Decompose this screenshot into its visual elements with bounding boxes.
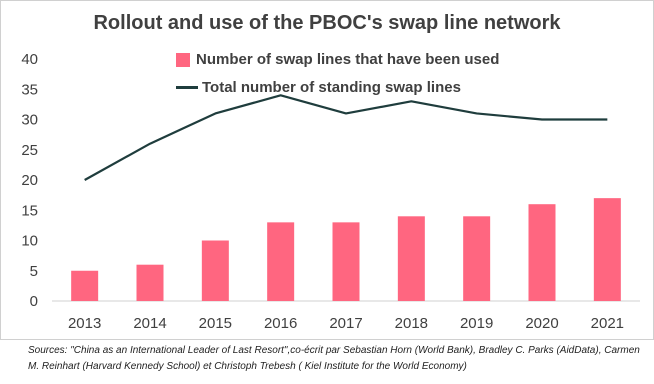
source-note: Sources: "China as an International Lead… (28, 345, 640, 372)
x-tick-label-2021: 2021 (591, 315, 624, 332)
bar-2018 (397, 216, 425, 301)
line-series-standing (84, 94, 608, 181)
legend-item-bars: Number of swap lines that have been used (176, 51, 499, 68)
bar-2017 (332, 222, 360, 301)
bar-2019 (463, 216, 491, 301)
y-tick-label-6: 30 (21, 112, 38, 129)
x-tick-label-2013: 2013 (68, 315, 101, 332)
y-tick-label-1: 5 (30, 263, 38, 280)
y-tick-label-7: 35 (21, 81, 38, 98)
y-tick-label-4: 20 (21, 172, 38, 189)
bar-2014 (136, 264, 164, 301)
y-tick-label-5: 25 (21, 142, 38, 159)
legend-swatch-line (176, 86, 198, 89)
x-tick-label-2015: 2015 (199, 315, 232, 332)
legend-swatch-bars (176, 52, 190, 67)
x-tick-label-2018: 2018 (395, 315, 428, 332)
bar-2020 (528, 204, 556, 301)
x-tick-label-2019: 2019 (460, 315, 493, 332)
chart-title: Rollout and use of the PBOC's swap line … (93, 12, 561, 34)
legend-label-bars: Number of swap lines that have been used (196, 51, 500, 68)
x-tick-label-2017: 2017 (329, 315, 362, 332)
y-tick-label-3: 15 (21, 202, 38, 219)
x-tick-label-2020: 2020 (525, 315, 558, 332)
swap-line-chart: 0 5 10 15 20 25 30 35 40 2013 2014 2015 2016 2017 2018… (21, 51, 640, 332)
y-tick-label-2: 10 (21, 233, 38, 250)
bar-2013 (71, 270, 99, 301)
x-tick-label-2016: 2016 (264, 315, 297, 332)
legend-item-line: Total number of standing swap lines (176, 79, 461, 96)
x-tick-label-2014: 2014 (133, 315, 166, 332)
y-tick-label-8: 40 (21, 51, 38, 68)
bar-2016 (267, 222, 295, 301)
legend-label-line: Total number of standing swap lines (202, 79, 461, 96)
bar-2015 (201, 240, 229, 301)
bar-2021 (593, 198, 621, 301)
y-tick-label-0: 0 (30, 293, 38, 310)
